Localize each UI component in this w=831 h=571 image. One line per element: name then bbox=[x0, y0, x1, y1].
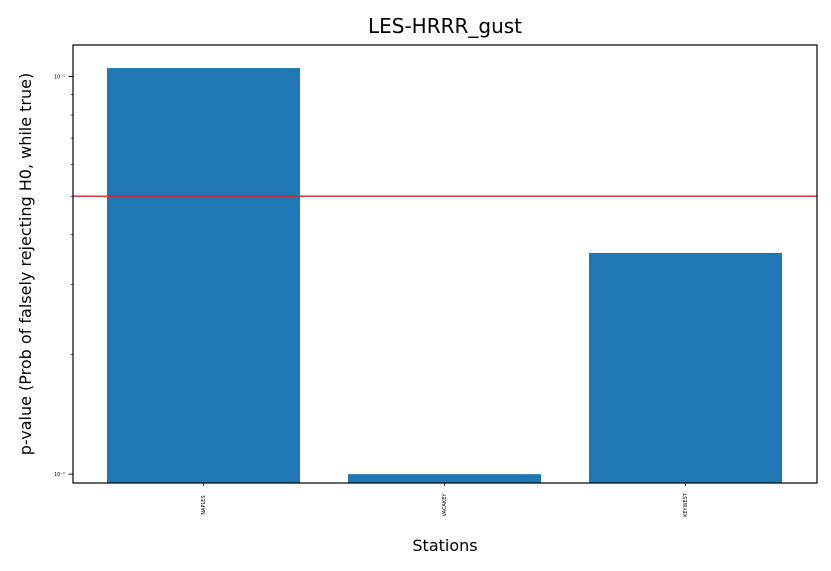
plot-area: NAPLES VACAKEY KEYWEST 10⁻² 10⁻¹ bbox=[54, 68, 817, 517]
y-tick-label: 10⁻¹ bbox=[54, 74, 65, 80]
plot-frame bbox=[72, 44, 818, 484]
x-axis-label: Stations bbox=[412, 536, 477, 555]
x-tick-label-naples: NAPLES bbox=[201, 495, 207, 514]
bar-keywest bbox=[589, 252, 782, 483]
y-axis-label: p-value (Prob of falsely rejecting H0, w… bbox=[16, 73, 35, 456]
chart-title: LES-HRRR_gust bbox=[368, 14, 522, 38]
y-tick-label: 10⁻² bbox=[54, 472, 65, 478]
x-tick-label-keywest: KEYWEST bbox=[683, 492, 689, 517]
bar-naples bbox=[107, 68, 300, 483]
x-tick-label-vacakey: VACAKEY bbox=[442, 493, 448, 517]
bar-vacakey bbox=[348, 474, 541, 483]
